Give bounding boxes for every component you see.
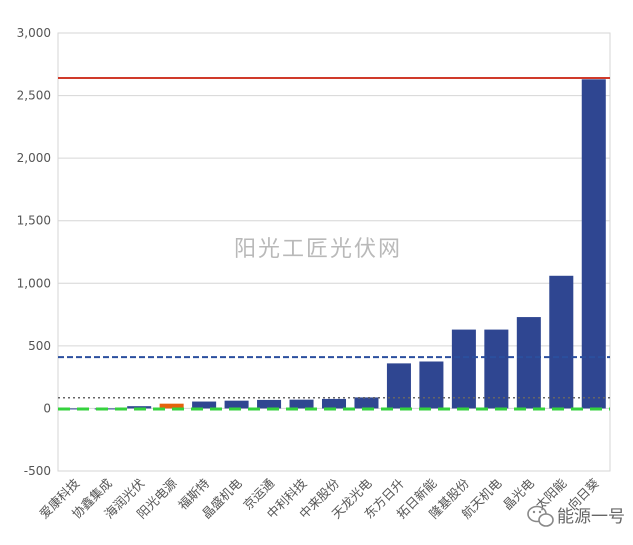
- bar: [549, 275, 574, 409]
- watermark: 阳光工匠光伏网: [234, 237, 402, 262]
- bar: [224, 400, 249, 409]
- bar: [159, 403, 184, 409]
- bar: [257, 399, 282, 409]
- brand-text: 能源一号: [557, 507, 625, 527]
- y-tick-label: -500: [24, 464, 51, 478]
- wechat-icon: [527, 505, 554, 527]
- bar: [192, 401, 217, 409]
- y-axis-ticks: -500 0 500 1,000 1,500 2,000 2,500 3,000: [17, 26, 51, 478]
- y-tick-label: 2,500: [17, 89, 51, 103]
- brand: 能源一号: [527, 505, 625, 527]
- bar: [354, 397, 379, 409]
- bar: [484, 329, 509, 409]
- bar: [386, 363, 411, 409]
- y-tick-label: 3,000: [17, 26, 51, 40]
- bar: [419, 361, 444, 409]
- reference-lines: [58, 77, 610, 411]
- y-tick-label: 1,500: [17, 214, 51, 228]
- y-tick-label: 1,000: [17, 276, 51, 290]
- bar: [62, 408, 87, 410]
- y-tick-label: 2,000: [17, 151, 51, 165]
- y-tick-label: 0: [43, 401, 51, 415]
- bar: [516, 317, 541, 409]
- bar: [451, 329, 476, 409]
- y-tick-label: 500: [28, 339, 51, 353]
- bar: [321, 398, 347, 409]
- bar: [289, 399, 314, 409]
- bar: [581, 79, 606, 409]
- x-axis-ticks: 爱康科技协鑫集成海润光伏阳光电源福斯特晶盛机电京运通中利科技中来股份天龙光电东方…: [36, 475, 602, 521]
- bars: [62, 79, 606, 410]
- bar: [127, 406, 152, 409]
